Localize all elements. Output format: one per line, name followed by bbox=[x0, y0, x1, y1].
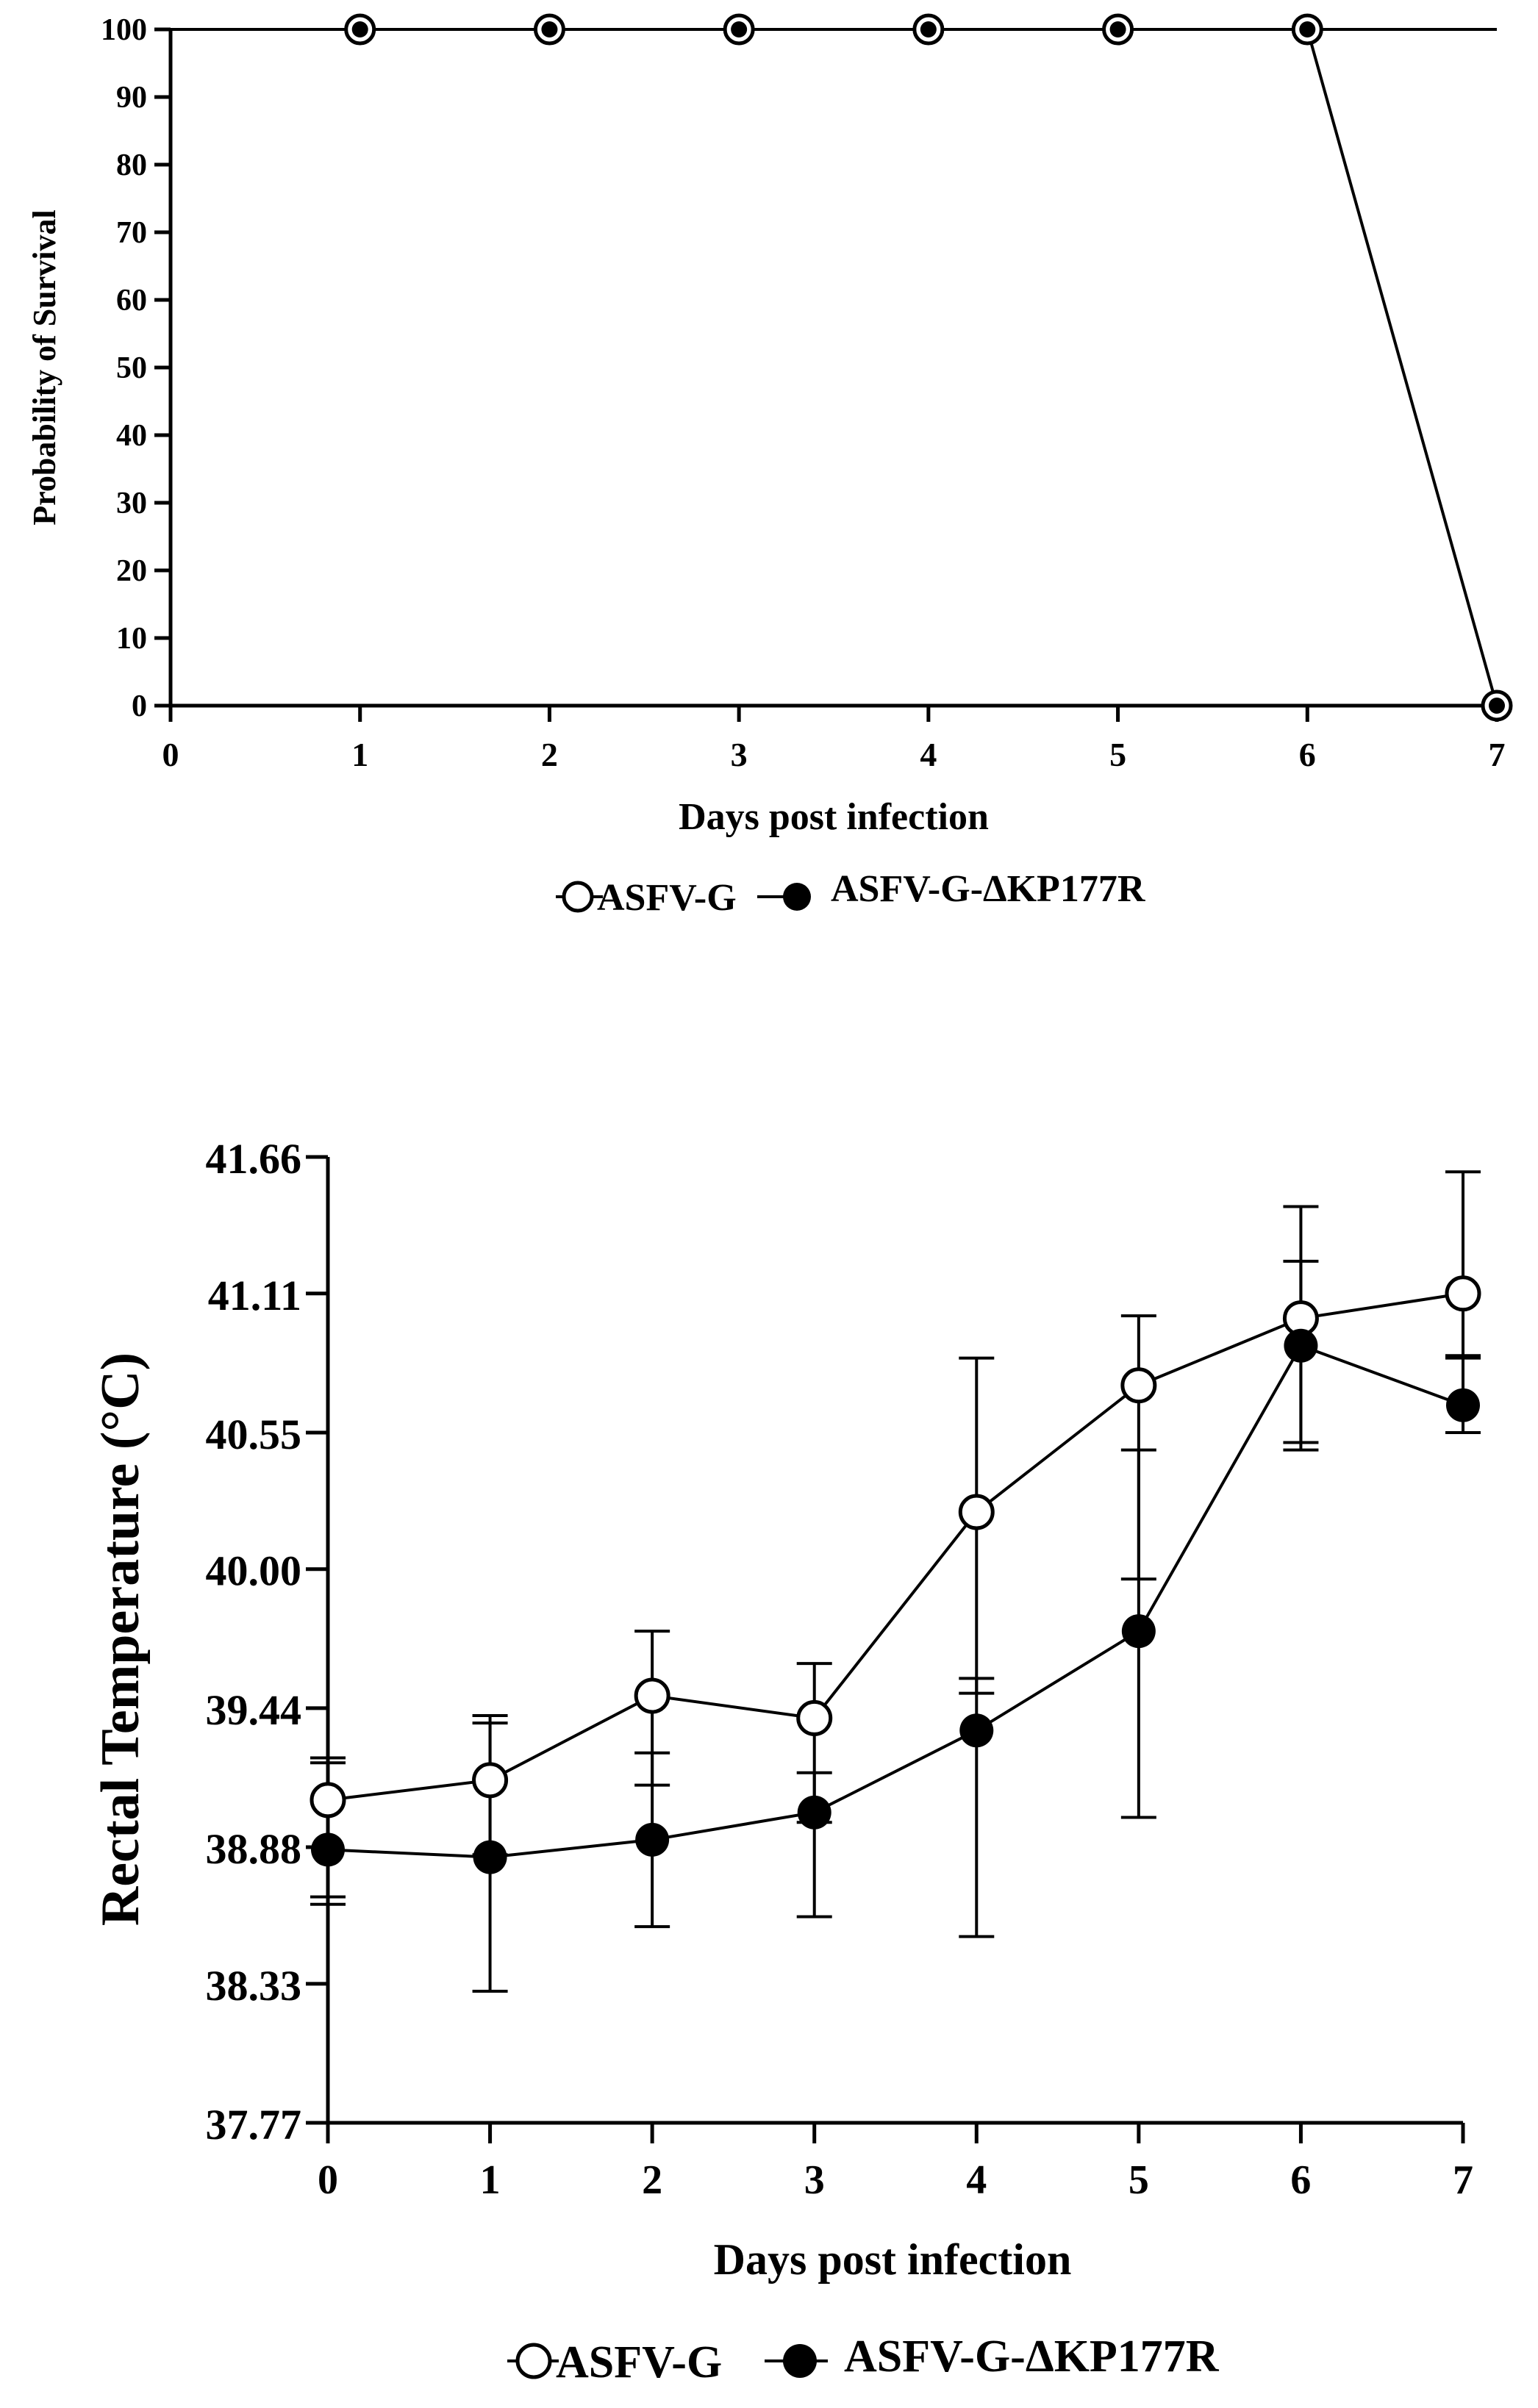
temperature-legend: ASFV-G ASFV-G-ΔKP177R bbox=[507, 2332, 1220, 2387]
survival-point-asfv-g-dkp177r bbox=[731, 21, 748, 37]
survival-point-asfv-g-dkp177r bbox=[1109, 21, 1126, 37]
survival-x-axis-label: Days post infection bbox=[679, 796, 989, 838]
survival-point-asfv-g-dkp177r bbox=[920, 21, 937, 37]
survival-series-line-0 bbox=[171, 28, 1498, 706]
survival-x-tick-label: 7 bbox=[1489, 736, 1506, 773]
survival-y-tick-label: 100 bbox=[101, 13, 147, 47]
survival-point-asfv-g-dkp177r bbox=[1299, 21, 1316, 37]
temperature-y-tick-label: 40.00 bbox=[206, 1547, 302, 1595]
temperature-chart: 37.77 38.33 38.88 39.44 40.00 40.55 41.11 41.66… bbox=[90, 1135, 1481, 2387]
temperature-point-asfv-g-dkp177r bbox=[473, 1840, 507, 1874]
temperature-series-line-0 bbox=[327, 1291, 1464, 1802]
temperature-point-asfv-g-dkp177r bbox=[311, 1832, 345, 1867]
temperature-y-tick-label: 38.88 bbox=[206, 1825, 302, 1873]
survival-x-tick-label: 2 bbox=[541, 736, 558, 773]
survival-y-tick-label: 90 bbox=[116, 81, 147, 115]
temperature-y-tick-label: 41.66 bbox=[206, 1135, 302, 1183]
legend-label-asfv-g: ASFV-G bbox=[597, 877, 737, 919]
temperature-x-tick-label: 4 bbox=[966, 2157, 987, 2203]
temperature-point-asfv-g-dkp177r bbox=[959, 1713, 994, 1748]
survival-y-axis-label: Probability of Survival bbox=[26, 209, 62, 525]
survival-y-tick-label: 30 bbox=[116, 487, 147, 520]
temperature-y-axis-label: Rectal Temperature (°C) bbox=[90, 1352, 151, 1926]
survival-y-tick-label: 20 bbox=[116, 554, 147, 588]
survival-x-tick-label: 3 bbox=[731, 736, 748, 773]
temperature-x-tick-label: 2 bbox=[642, 2157, 662, 2203]
survival-point-asfv-g-dkp177r bbox=[541, 21, 558, 37]
legend-label-asfv-g-dkp177r: ASFV-G-ΔKP177R bbox=[831, 868, 1146, 910]
temperature-x-tick-label: 0 bbox=[318, 2157, 338, 2203]
temperature-y-tick-label: 41.11 bbox=[208, 1272, 301, 1319]
temperature-x-axis-label: Days post infection bbox=[714, 2235, 1072, 2284]
survival-legend: ASFV-G ASFV-G-ΔKP177R bbox=[556, 868, 1146, 919]
survival-y-tick-label: 70 bbox=[116, 216, 147, 250]
legend-marker-asfv-g-2 bbox=[515, 2343, 552, 2379]
survival-point-asfv-g-dkp177r bbox=[1489, 698, 1505, 714]
temperature-point-asfv-g-dkp177r bbox=[1121, 1614, 1156, 1649]
survival-y-tick-label: 50 bbox=[116, 351, 147, 385]
survival-y-tick-label: 10 bbox=[116, 622, 147, 656]
temperature-point-asfv-g bbox=[958, 1494, 995, 1530]
legend-marker-asfv-g-dkp177r-2 bbox=[783, 2344, 817, 2378]
survival-chart: 0 10 20 30 40 50 60 70 80 90 100 0 1 2 3 4 5 6 7 Probabil… bbox=[26, 13, 1513, 919]
temperature-series-line-1 bbox=[327, 1344, 1464, 1859]
survival-x-tick-label: 5 bbox=[1109, 736, 1126, 773]
temperature-x-tick-label: 3 bbox=[804, 2157, 825, 2203]
survival-x-tick-label: 4 bbox=[920, 736, 937, 773]
temperature-point-asfv-g bbox=[796, 1699, 833, 1736]
survival-x-tick-label: 6 bbox=[1299, 736, 1316, 773]
temperature-x-tick-label: 1 bbox=[480, 2157, 501, 2203]
temperature-point-asfv-g bbox=[634, 1677, 670, 1714]
survival-x-tick-label: 0 bbox=[162, 736, 179, 773]
temperature-point-asfv-g-dkp177r bbox=[797, 1795, 831, 1830]
survival-point-asfv-g-dkp177r bbox=[351, 21, 368, 37]
temperature-point-asfv-g-dkp177r bbox=[635, 1822, 670, 1857]
temperature-y-tick-label: 39.44 bbox=[206, 1686, 302, 1734]
survival-y-tick-label: 40 bbox=[116, 419, 147, 453]
temperature-point-asfv-g bbox=[1120, 1367, 1157, 1404]
temperature-point-asfv-g bbox=[310, 1782, 346, 1818]
legend-marker-asfv-g-dkp177r bbox=[783, 883, 811, 911]
temperature-point-asfv-g bbox=[1445, 1275, 1481, 1312]
temperature-x-tick-label: 5 bbox=[1129, 2157, 1149, 2203]
temperature-point-asfv-g bbox=[472, 1762, 509, 1799]
legend-marker-asfv-g bbox=[562, 881, 594, 913]
temperature-point-asfv-g-dkp177r bbox=[1446, 1388, 1480, 1422]
survival-x-tick-label: 1 bbox=[351, 736, 368, 773]
temperature-y-tick-label: 40.55 bbox=[206, 1411, 302, 1458]
temperature-y-tick-label: 37.77 bbox=[206, 2101, 302, 2149]
temperature-x-tick-label: 6 bbox=[1290, 2157, 1311, 2203]
legend-label-asfv-g-dkp177r-2: ASFV-G-ΔKP177R bbox=[844, 2332, 1220, 2382]
legend-label-asfv-g-2: ASFV-G bbox=[556, 2337, 722, 2387]
survival-y-tick-label: 80 bbox=[116, 148, 147, 182]
temperature-point-asfv-g-dkp177r bbox=[1284, 1328, 1318, 1363]
temperature-y-tick-label: 38.33 bbox=[206, 1962, 302, 2010]
temperature-x-tick-label: 7 bbox=[1453, 2157, 1473, 2203]
survival-y-tick-label: 60 bbox=[116, 284, 147, 318]
survival-y-tick-label: 0 bbox=[132, 689, 147, 723]
